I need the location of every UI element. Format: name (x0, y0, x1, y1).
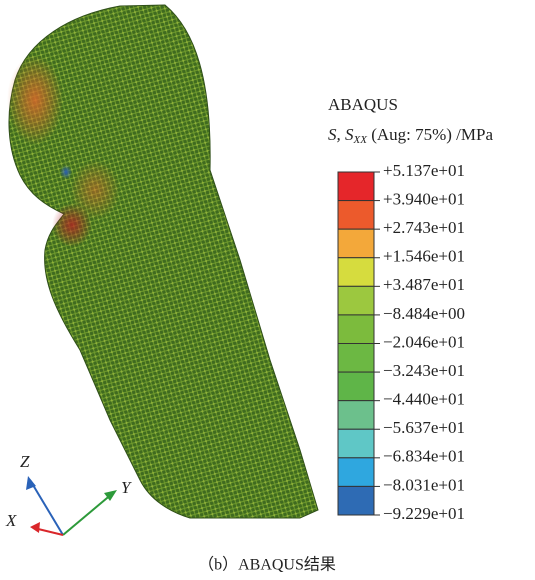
color-band (337, 285, 375, 316)
legend-label: +3.487e+01 (383, 275, 465, 294)
x-label: X (5, 511, 17, 530)
color-band (337, 343, 375, 373)
color-band (337, 428, 375, 459)
legend-subtitle: S, SXX (Aug: 75%) /MPa (328, 125, 493, 146)
axis-triad: Z Y X (5, 452, 132, 536)
legend-label: +5.137e+01 (383, 161, 465, 180)
color-band (337, 228, 375, 259)
mesh-model (7, 4, 319, 519)
z-arrow (29, 479, 64, 536)
color-band (337, 257, 375, 287)
y-label: Y (121, 478, 132, 497)
subtitle-suffix: (Aug: 75%) /MPa (367, 125, 494, 144)
caption: （b）ABAQUS结果 (198, 556, 336, 574)
legend-label: −4.440e+01 (383, 390, 465, 409)
color-band (337, 485, 375, 516)
y-arrowhead (104, 490, 117, 501)
colorbar: +5.137e+01 +3.940e+01 +2.743e+01 +1.546e+01… (337, 161, 465, 523)
legend-label: −6.834e+01 (383, 447, 465, 466)
color-band (337, 171, 375, 202)
color-band (337, 400, 375, 430)
subtitle-prefix: S, S (328, 125, 354, 144)
x-arrowhead (30, 522, 40, 533)
legend-label: +1.546e+01 (383, 247, 465, 266)
legend-label: +3.940e+01 (383, 189, 465, 208)
legend-label: −9.229e+01 (383, 504, 465, 523)
legend-label: −3.243e+01 (383, 361, 465, 380)
color-band (337, 200, 375, 230)
legend-label: −8.484e+00 (383, 304, 465, 323)
legend-label: −2.046e+01 (383, 332, 465, 351)
y-arrow (62, 492, 114, 536)
legend-title: ABAQUS (328, 95, 398, 114)
legend-label: −5.637e+01 (383, 418, 465, 437)
color-band (337, 314, 375, 344)
z-label: Z (20, 452, 30, 471)
subtitle-subscript: XX (353, 134, 369, 146)
legend-label: −8.031e+01 (383, 475, 465, 494)
z-arrowhead (26, 476, 36, 490)
legend-label: +2.743e+01 (383, 218, 465, 237)
color-band (337, 457, 375, 487)
color-band (337, 371, 375, 402)
